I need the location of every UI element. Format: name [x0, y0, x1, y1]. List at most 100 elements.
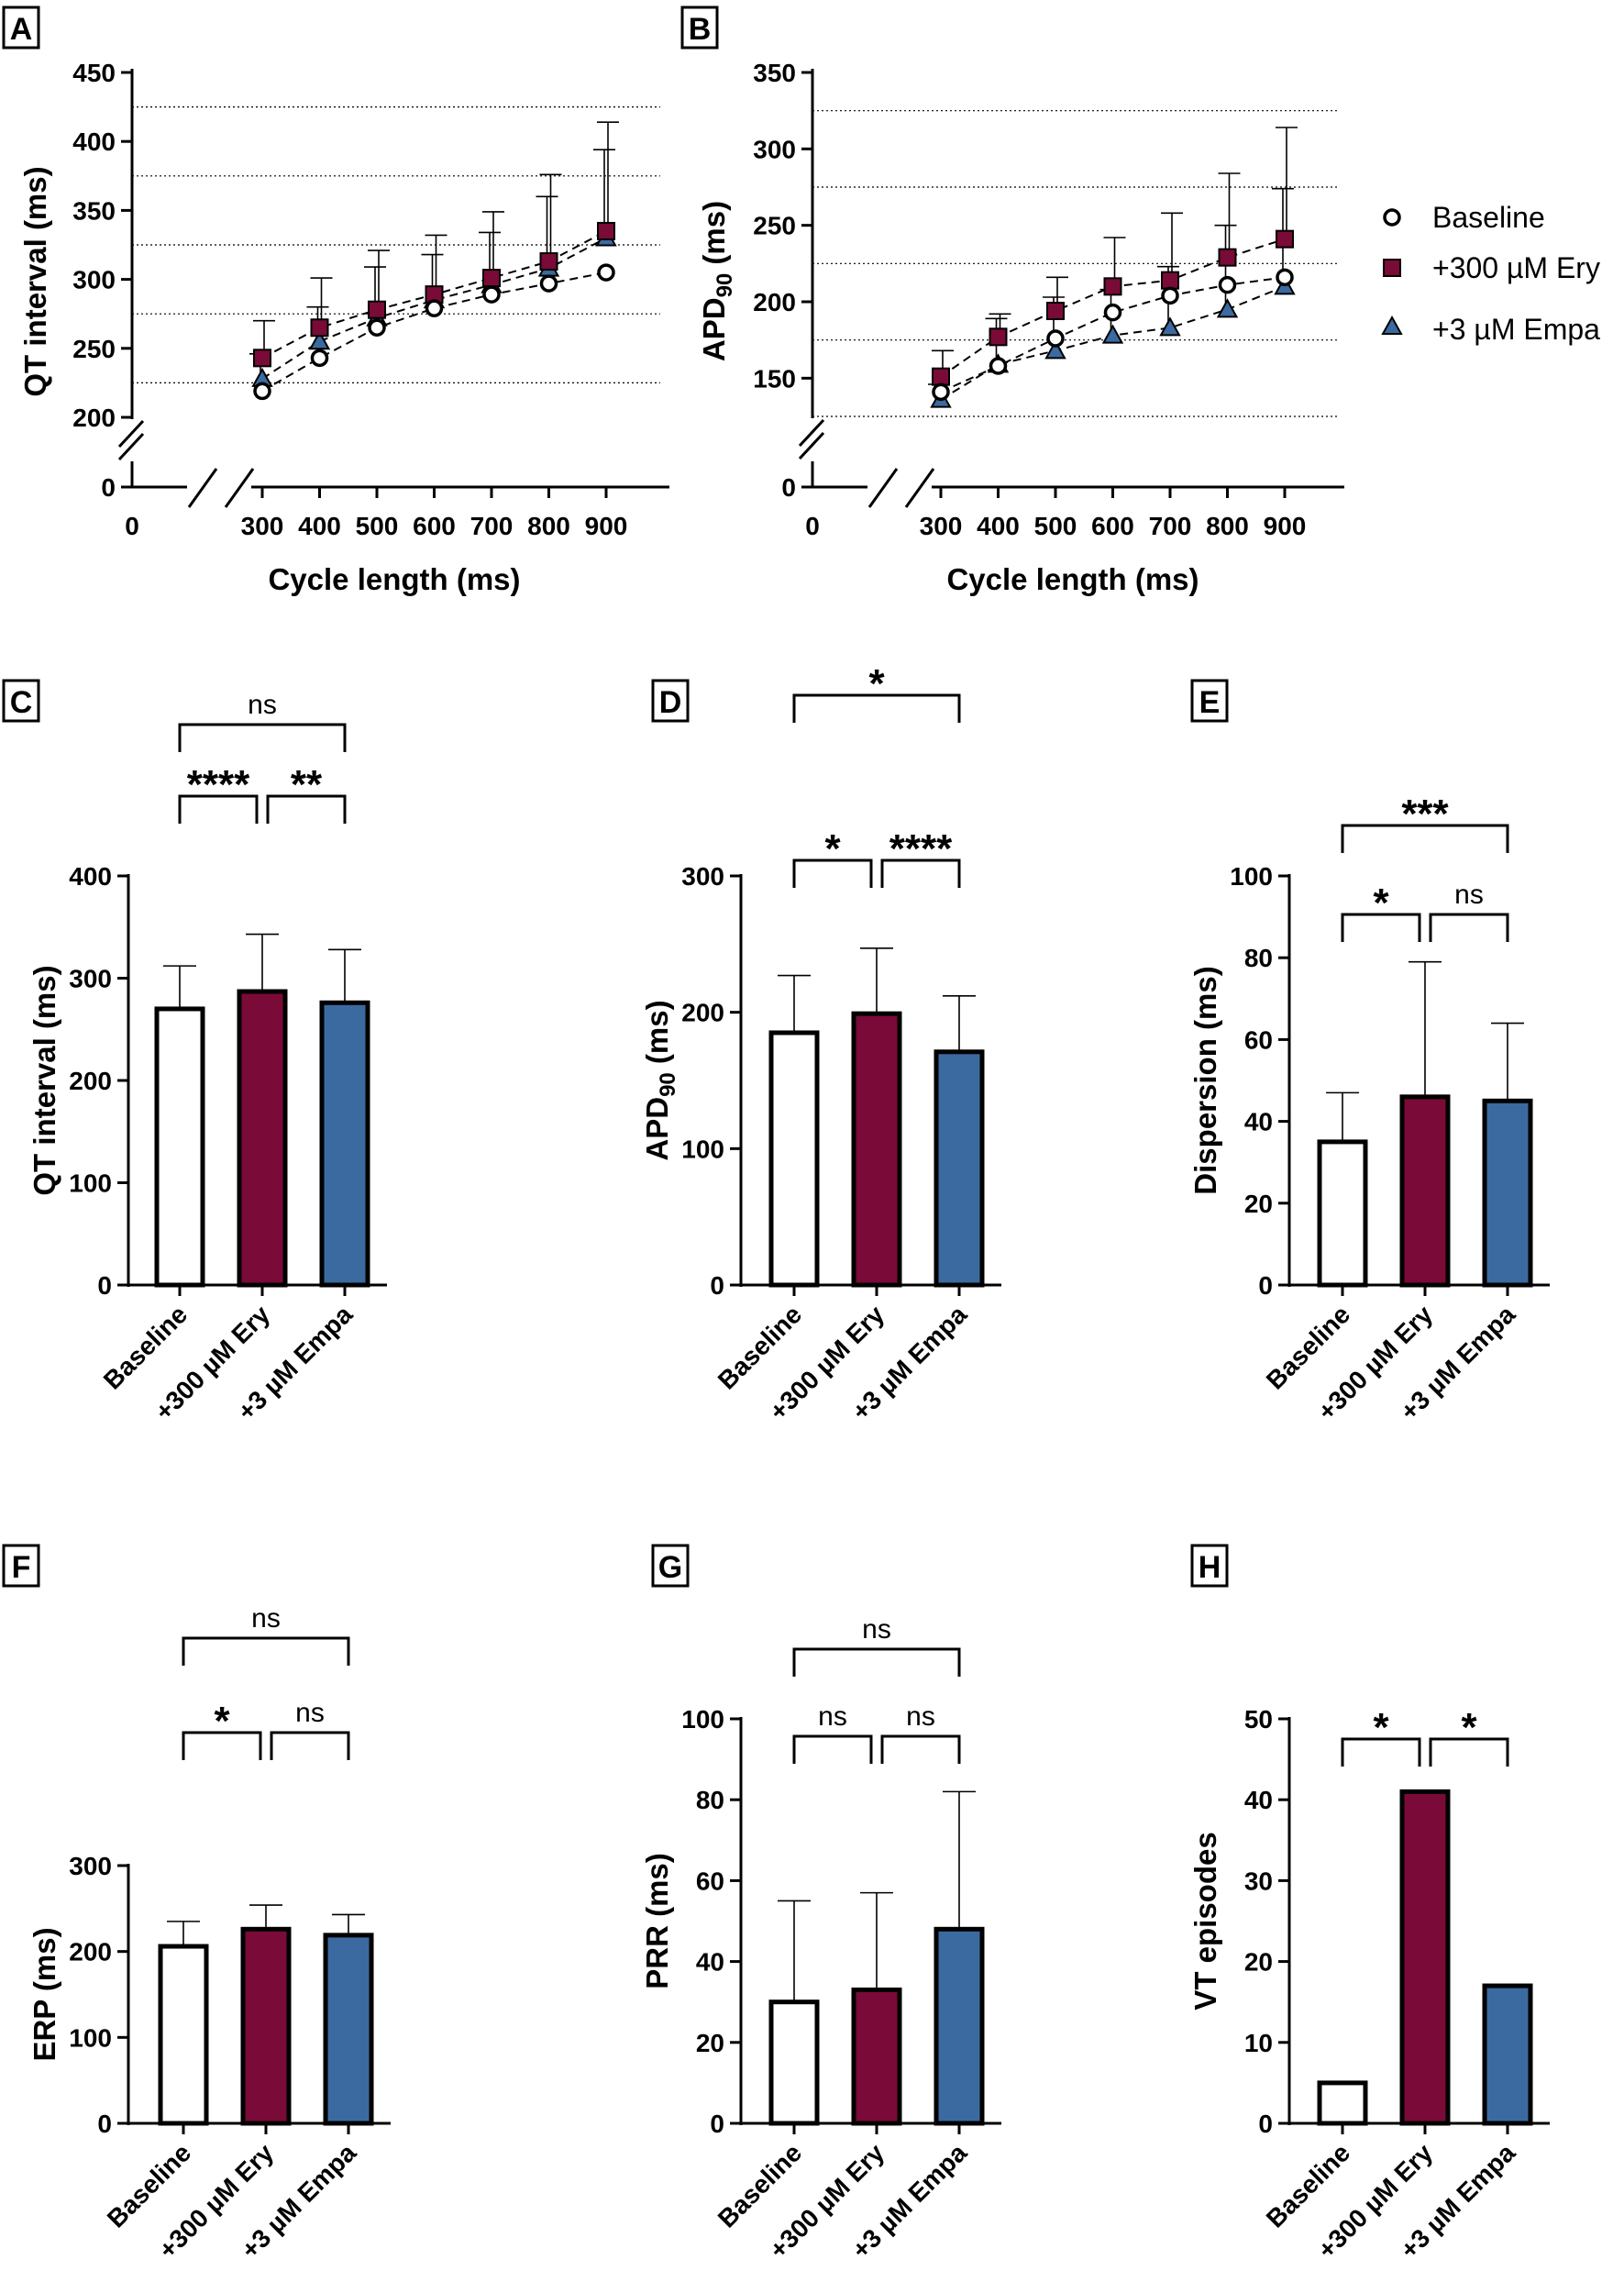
chart-a-x-tick-label-0: 300: [241, 512, 284, 540]
chart-h-sig-label-1: *: [1461, 1705, 1477, 1750]
chart-c-sig-label-2: ns: [248, 690, 277, 720]
chart-e-bar-0: [1317, 1139, 1368, 1288]
chart-f-bracket-1: [270, 1731, 350, 1760]
chart-e-y-tick-label-4: 80: [1244, 944, 1273, 972]
chart-e-bracket-1: [1429, 913, 1509, 942]
chart-h-y-tick-label-1: 10: [1244, 2029, 1273, 2057]
chart-h-bar-2: [1482, 1983, 1533, 2126]
chart-f-y-tick-label-3: 300: [69, 1852, 112, 1880]
chart-d-bar-1: [851, 1011, 902, 1288]
chart-a-x-tick-label-4: 700: [470, 512, 514, 540]
chart-d-bracket-2: [792, 693, 961, 723]
chart-b-point-s1-0: [932, 367, 950, 386]
chart-b-point-s0-0: [932, 382, 950, 402]
chart-d-sig-label-1: ****: [889, 826, 953, 871]
chart-a-y-tick-label-1: 200: [72, 404, 116, 432]
chart-a-point-s1-2: [368, 300, 386, 319]
panel-label-f: F: [2, 1544, 40, 1588]
chart-d-bar-2: [934, 1049, 985, 1288]
chart-d-y-label: APD90 (ms): [640, 1000, 680, 1160]
chart-b-y-tick-label-2: 200: [753, 288, 796, 316]
chart-c-bar-1: [237, 989, 288, 1288]
chart-a-y-tick-label-0: 0: [101, 473, 116, 502]
chart-b-point-s2-3: [1101, 324, 1124, 344]
svg-text:A: A: [10, 12, 33, 47]
panel-label-a: A: [2, 6, 40, 50]
chart-a-y-label: QT interval (ms): [18, 166, 52, 396]
chart-c-bracket-2: [178, 723, 347, 752]
chart-h-bar-0: [1317, 2080, 1368, 2126]
chart-f-y-label: ERP (ms): [28, 1927, 61, 2061]
chart-a-point-s1-1: [310, 318, 329, 338]
chart-g-bracket-2: [792, 1647, 961, 1677]
chart-f-y-tick-label-2: 200: [69, 1938, 112, 1966]
chart-a-y-tick-label-4: 350: [72, 196, 116, 225]
chart-f-sig-label-1: ns: [295, 1698, 325, 1728]
chart-e-bar-2: [1482, 1098, 1533, 1288]
panel-label-c: C: [2, 679, 40, 723]
chart-h-sig-label-0: *: [1373, 1705, 1389, 1750]
chart-f-bar-0: [158, 1944, 209, 2126]
chart-b-y-tick-label-0: 0: [781, 473, 796, 502]
chart-g-bar-0: [768, 1999, 820, 2126]
chart-c-y-tick-label-4: 400: [69, 862, 112, 891]
chart-a-x-break-a: [187, 468, 218, 508]
chart-c-bar-2: [319, 1000, 370, 1288]
chart-b-x-break-a: [867, 468, 899, 508]
chart-b-x-origin-label: 0: [805, 512, 820, 540]
chart-d-bracket-1: [880, 858, 961, 888]
chart-b-x-tick-label-0: 300: [920, 512, 963, 540]
chart-b-point-s1-6: [1276, 229, 1294, 249]
chart-e-bar-1: [1399, 1094, 1451, 1288]
chart-g-y-tick-label-2: 40: [696, 1948, 724, 1977]
chart-h-y-tick-label-0: 0: [1258, 2110, 1273, 2138]
chart-f-bar-1: [240, 1926, 292, 2126]
panel-label-b: B: [680, 6, 719, 50]
legend-ery-label: +300 µM Ery: [1432, 251, 1600, 284]
chart-b-point-s0-3: [1103, 303, 1122, 322]
legend-baseline-label: Baseline: [1432, 201, 1545, 234]
chart-b-y-tick-label-4: 300: [753, 135, 796, 163]
chart-b-point-s0-5: [1218, 275, 1237, 294]
chart-b-x-tick-label-3: 600: [1091, 512, 1134, 540]
chart-h-bar-1: [1399, 1789, 1451, 2126]
chart-c-y-tick-label-2: 200: [69, 1067, 112, 1095]
chart-a-point-s1-5: [539, 252, 558, 271]
chart-h-y-tick-label-5: 50: [1244, 1705, 1273, 1734]
chart-c-y-tick-label-0: 0: [97, 1271, 112, 1300]
chart-b-x-tick-label-5: 800: [1206, 512, 1249, 540]
chart-g-y-label: PRR (ms): [640, 1853, 674, 1989]
chart-d-y-tick-label-2: 200: [681, 999, 724, 1027]
chart-h-y-tick-label-4: 40: [1244, 1786, 1273, 1814]
chart-a-y-break-b: [117, 432, 145, 461]
chart-b-x-label: Cycle length (ms): [946, 562, 1199, 596]
panel-label-d: D: [651, 679, 690, 723]
chart-f-bracket-2: [182, 1636, 350, 1666]
chart-g-y-tick-label-4: 80: [696, 1786, 724, 1814]
chart-e-bracket-2: [1341, 824, 1509, 853]
chart-a-y-tick-label-6: 450: [72, 59, 116, 87]
chart-d-bracket-0: [792, 858, 873, 888]
chart-c-y-tick-label-1: 100: [69, 1169, 112, 1198]
chart-b-point-s1-1: [989, 327, 1008, 347]
chart-b-point-s0-4: [1161, 286, 1179, 305]
chart-b-point-s1-2: [1046, 302, 1065, 320]
chart-b-x-tick-label-4: 700: [1149, 512, 1192, 540]
panel-label-e: E: [1190, 679, 1229, 723]
chart-b-point-s2-2: [1044, 339, 1066, 360]
chart-e-y-tick-label-5: 100: [1230, 862, 1273, 891]
chart-g-bar-1: [851, 1987, 902, 2126]
svg-text:C: C: [10, 685, 33, 720]
chart-h-y-label: VT episodes: [1188, 1832, 1222, 2010]
chart-b-point-s1-3: [1103, 277, 1122, 296]
chart-c-bracket-0: [178, 794, 259, 824]
chart-e-y-tick-label-2: 40: [1244, 1108, 1273, 1136]
chart-a-point-s0-6: [597, 263, 615, 282]
chart-f-y-tick-label-1: 100: [69, 2023, 112, 2052]
chart-b-y-tick-label-3: 250: [753, 212, 796, 240]
